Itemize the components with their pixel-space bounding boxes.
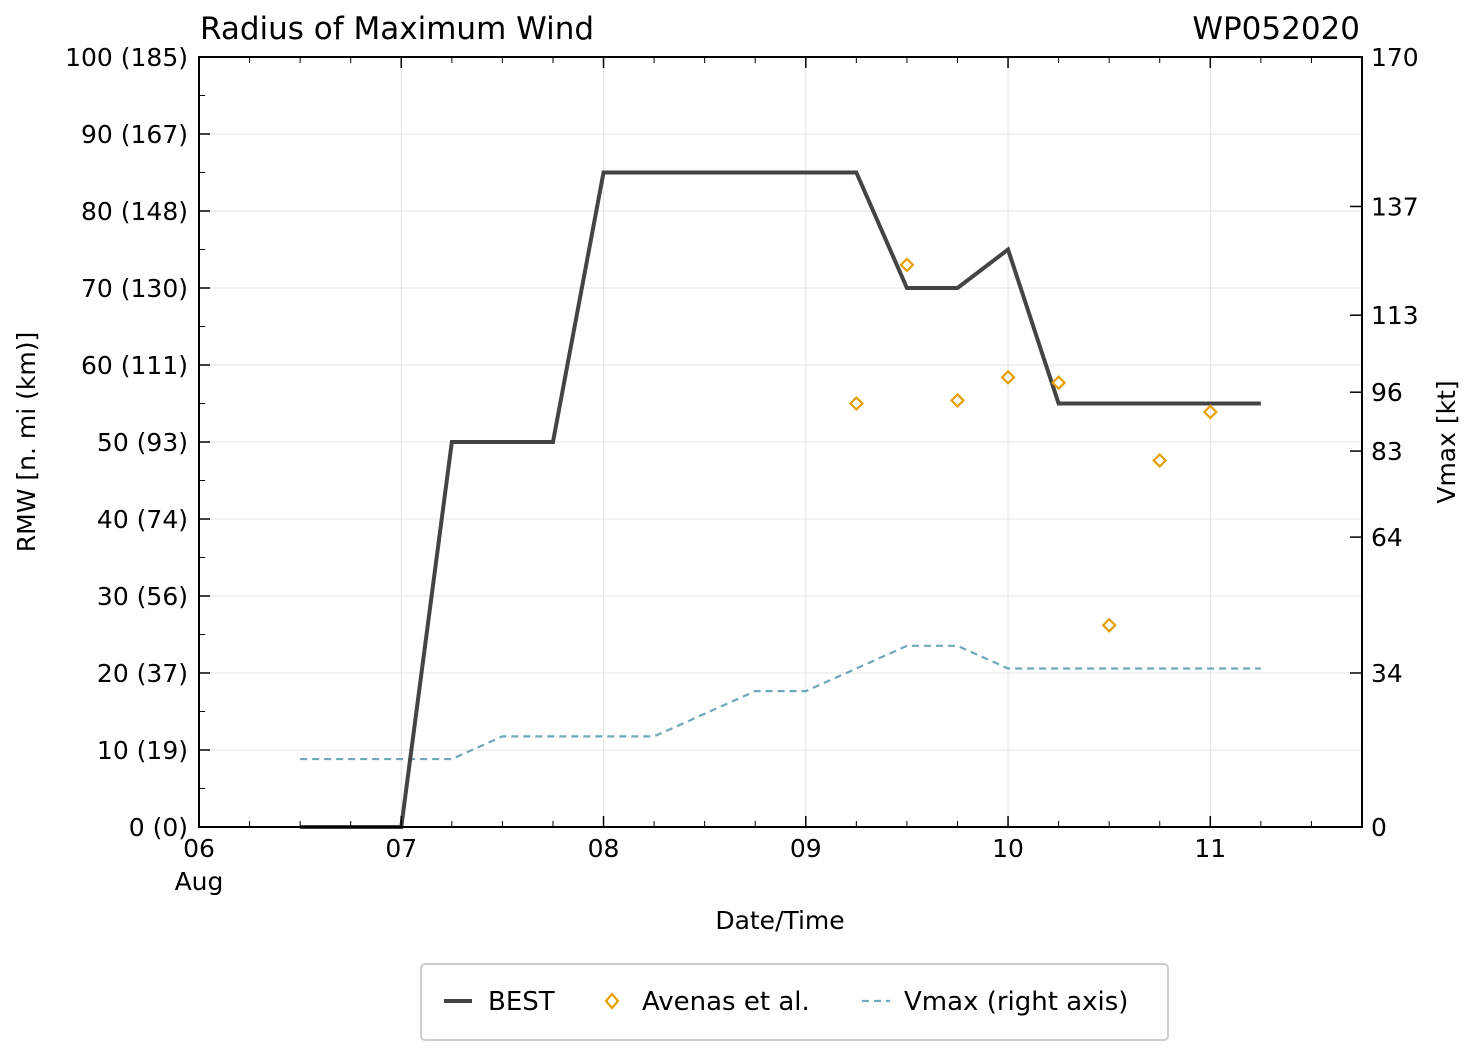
legend-avenas-label: Avenas et al. xyxy=(642,987,810,1017)
legend-box xyxy=(420,963,1169,1041)
legend-avenas-swatch xyxy=(604,992,620,1010)
y-tick-label: 90 (167) xyxy=(81,120,188,149)
y2-tick-labels: 0 34 64 83 96 113 137 170 xyxy=(1371,43,1419,842)
y-tick-label: 0 (0) xyxy=(129,813,188,842)
avenas-point xyxy=(1051,375,1067,391)
x-tick-label: 08 xyxy=(588,834,620,863)
avenas-point xyxy=(949,392,966,408)
y-tick-label: 100 (185) xyxy=(65,43,188,72)
x-axis-label: Date/Time xyxy=(715,906,844,935)
x-tick-label: 07 xyxy=(385,834,417,863)
y2-tick-label: 0 xyxy=(1371,813,1387,842)
avenas-point xyxy=(899,257,915,273)
y2-tick-label: 96 xyxy=(1371,378,1403,407)
y2-tick-label: 34 xyxy=(1371,659,1403,688)
chart-title: Radius of Maximum Wind xyxy=(200,11,594,47)
y2-tick-label: 137 xyxy=(1371,192,1419,221)
best-series-line xyxy=(300,170,1261,829)
vmax-series-line xyxy=(300,644,1261,761)
series-layer xyxy=(300,170,1261,829)
x-tick-sublabel: Aug xyxy=(175,867,224,896)
y-tick-label: 40 (74) xyxy=(97,505,188,534)
x-tick-label: 09 xyxy=(790,834,822,863)
y-tick-label: 80 (148) xyxy=(81,197,188,226)
y-axis-label: RMW [n. mi (km)] xyxy=(12,332,41,552)
y-tick-label: 50 (93) xyxy=(97,428,188,457)
y-tick-label: 60 (111) xyxy=(81,351,188,380)
avenas-point xyxy=(1202,404,1218,420)
legend-best-label: BEST xyxy=(488,987,555,1017)
y-tick-label: 70 (130) xyxy=(81,274,188,303)
avenas-point xyxy=(1152,452,1168,469)
y-tick-label: 20 (37) xyxy=(97,659,188,688)
avenas-point xyxy=(848,395,864,412)
y2-tick-label: 113 xyxy=(1371,301,1419,330)
y2-axis-label: Vmax [kt] xyxy=(1432,380,1461,503)
y2-tick-label: 83 xyxy=(1371,437,1403,466)
legend: BEST Avenas et al. Vmax (right axis) xyxy=(420,963,1169,1041)
avenas-points xyxy=(848,257,1218,633)
y2-tick-label: 64 xyxy=(1371,523,1403,552)
x-tick-label: 11 xyxy=(1194,834,1226,863)
y-tick-labels: 0 (0) 10 (19) 20 (37) 30 (56) 40 (74) 50 (93)… xyxy=(65,43,188,842)
y-tick-label: 10 (19) xyxy=(97,736,188,765)
x-tick-labels: 06 Aug 07 08 09 10 11 xyxy=(175,834,1227,896)
avenas-point xyxy=(1000,369,1016,385)
chart-title-right: WP052020 xyxy=(1192,11,1360,47)
x-tick-label: 06 xyxy=(183,834,215,863)
legend-vmax-label: Vmax (right axis) xyxy=(904,987,1128,1017)
y-tick-label: 30 (56) xyxy=(97,582,188,611)
x-tick-label: 10 xyxy=(992,834,1024,863)
y2-tick-label: 170 xyxy=(1371,43,1419,72)
axis-ticks xyxy=(198,56,1362,828)
avenas-point xyxy=(1101,617,1117,633)
